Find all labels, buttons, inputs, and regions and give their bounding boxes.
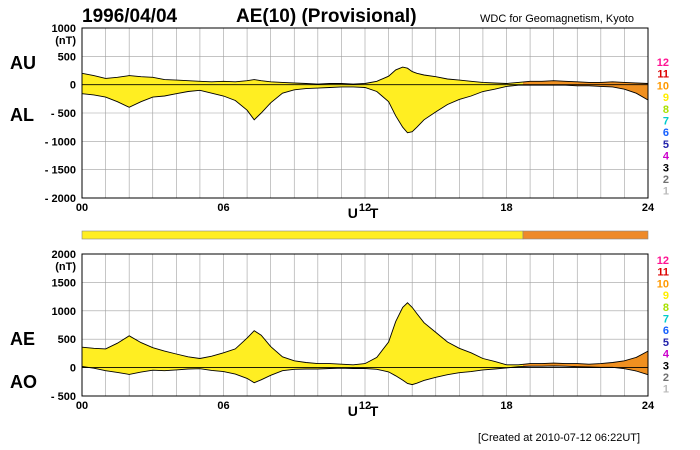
y-tick-label: 1500 — [52, 277, 76, 289]
level-label: 4 — [663, 349, 670, 361]
level-label: 8 — [663, 104, 669, 116]
au-al-panel: 1000 500 0 - 500 - 1000 - 1500 - 2000 (nT) 00 06 1… — [45, 23, 655, 221]
plot-frame — [81, 27, 649, 199]
x-tick-label: 24 — [642, 202, 655, 214]
x-tick-label: 06 — [217, 400, 229, 412]
level-label: 10 — [657, 278, 669, 290]
y-tick-label: - 1000 — [45, 136, 76, 148]
level-label: 5 — [663, 337, 669, 349]
level-label: 2 — [663, 174, 669, 186]
x-tick-label: 06 — [217, 202, 229, 214]
x-tick-label: 24 — [642, 400, 655, 412]
y-tick-label: - 500 — [51, 391, 76, 403]
data-quality-bar — [81, 230, 649, 240]
x-tick-label: 12 — [359, 400, 371, 412]
y-tick-label: 0 — [70, 363, 76, 375]
plot-frame — [81, 253, 649, 397]
y-unit-label: (nT) — [55, 35, 76, 47]
level-label: 3 — [663, 360, 669, 372]
date-label: 1996/04/04 — [82, 6, 178, 27]
x-axis-title: U T — [348, 205, 383, 221]
y-tick-label: - 2000 — [45, 193, 76, 205]
envelope-fill-11 — [523, 351, 648, 375]
y-tick-label: 0 — [70, 80, 76, 92]
series-line-au — [81, 66, 649, 85]
level-label: 3 — [663, 162, 669, 174]
y-tick-label: - 500 — [51, 108, 76, 120]
y-tick-label: 2000 — [52, 249, 76, 261]
created-timestamp: [Created at 2010-07-12 06:22UT] — [478, 432, 640, 444]
x-tick-label: 18 — [500, 400, 512, 412]
al-series-label: AL — [10, 105, 34, 125]
quality-segment-level-10 — [81, 230, 524, 240]
level-label: 12 — [657, 57, 669, 69]
au-series-label: AU — [10, 53, 36, 73]
x-tick-label: 18 — [500, 202, 512, 214]
quality-segment-level-11 — [522, 230, 649, 240]
level-label: 11 — [657, 69, 669, 81]
ae-series-label: AE — [10, 329, 35, 349]
y-tick-label: 500 — [58, 51, 76, 63]
level-label: 1 — [663, 384, 669, 396]
index-title: AE(10) (Provisional) — [236, 6, 417, 27]
x-tick-label: 00 — [76, 400, 88, 412]
level-label: 1 — [663, 186, 669, 198]
level-label: 7 — [663, 314, 669, 326]
level-label: 11 — [657, 267, 669, 279]
y-tick-label: 1000 — [52, 23, 76, 35]
envelope-fill-10 — [82, 67, 523, 133]
level-label: 6 — [663, 127, 669, 139]
ao-series-label: AO — [10, 372, 37, 392]
x-axis-title: U T — [348, 403, 383, 419]
level-label: 4 — [663, 151, 670, 163]
source-label: WDC for Geomagnetism, Kyoto — [480, 13, 634, 25]
level-label: 7 — [663, 116, 669, 128]
level-label: 9 — [663, 92, 669, 104]
ae-ao-panel: 2000 1500 1000 500 0 - 500 (nT) 00 06 12 18 24 U T — [51, 249, 655, 419]
y-tick-label: 500 — [58, 334, 76, 346]
y-unit-label: (nT) — [55, 261, 76, 273]
x-tick-label: 00 — [76, 202, 88, 214]
level-label: 10 — [657, 80, 669, 92]
series-line-ae — [81, 302, 649, 366]
series-line-al — [81, 84, 649, 134]
level-label: 2 — [663, 372, 669, 384]
envelope-fill-11 — [523, 80, 648, 100]
series-line-ao — [81, 365, 649, 386]
level-label: 9 — [663, 290, 669, 302]
level-label: 5 — [663, 139, 669, 151]
level-label: 12 — [657, 255, 669, 267]
y-tick-label: - 1500 — [45, 165, 76, 177]
envelope-fill-10 — [82, 302, 523, 385]
level-label: 8 — [663, 302, 669, 314]
y-tick-label: 1000 — [52, 306, 76, 318]
level-label: 6 — [663, 325, 669, 337]
x-tick-label: 12 — [359, 202, 371, 214]
